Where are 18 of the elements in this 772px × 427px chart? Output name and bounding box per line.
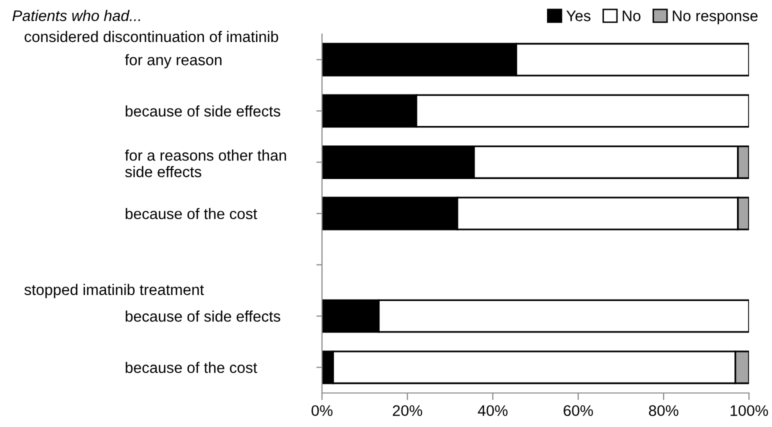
y-tick-label: because of side effects [126,310,280,322]
y-tick-label: because of the cost [126,208,258,220]
y-tick-label: for a reasons other than side effects [124,150,286,178]
x-tick-label: 20% [392,405,422,416]
y-tick-label: because of the cost [126,362,258,374]
x-tick-label: 40% [478,405,508,416]
text: Patients who had... [12,10,140,22]
y-tick-label: for any reason [124,54,222,68]
text: considered discontinuation of imatinib [24,30,278,42]
legend-label: No response [672,10,758,24]
legend-label: Yes [566,10,590,22]
y-tick-label: because of side effects [126,105,280,117]
x-tick-label: 100% [730,405,768,416]
x-tick-label: 0% [312,405,332,416]
x-tick-label: 60% [564,405,593,416]
legend-label: No [622,10,640,22]
x-tick-label: 80% [648,405,678,416]
text: stopped imatinib treatment [24,284,204,298]
